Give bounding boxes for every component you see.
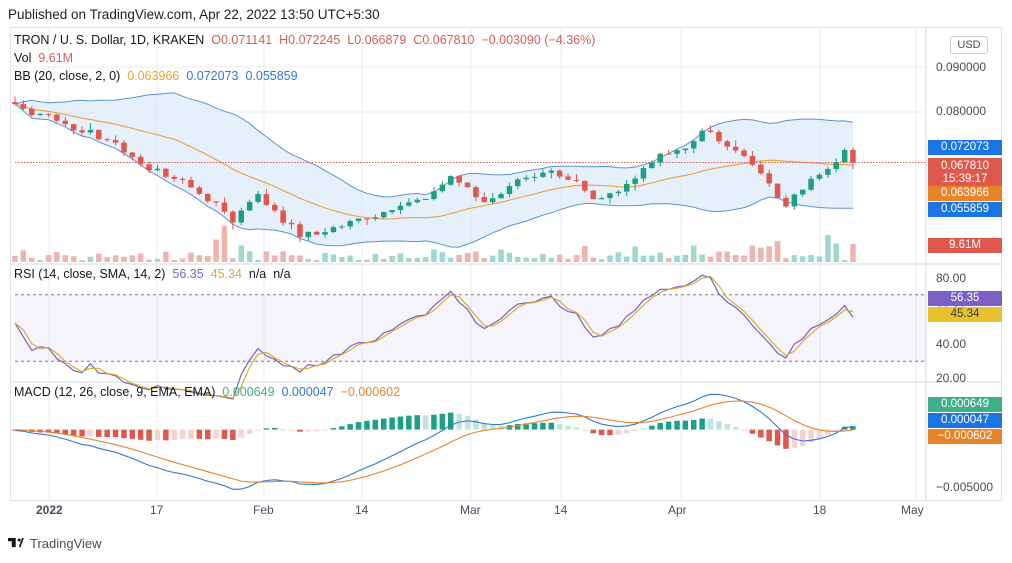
svg-text:TradingView: TradingView [30,536,102,551]
